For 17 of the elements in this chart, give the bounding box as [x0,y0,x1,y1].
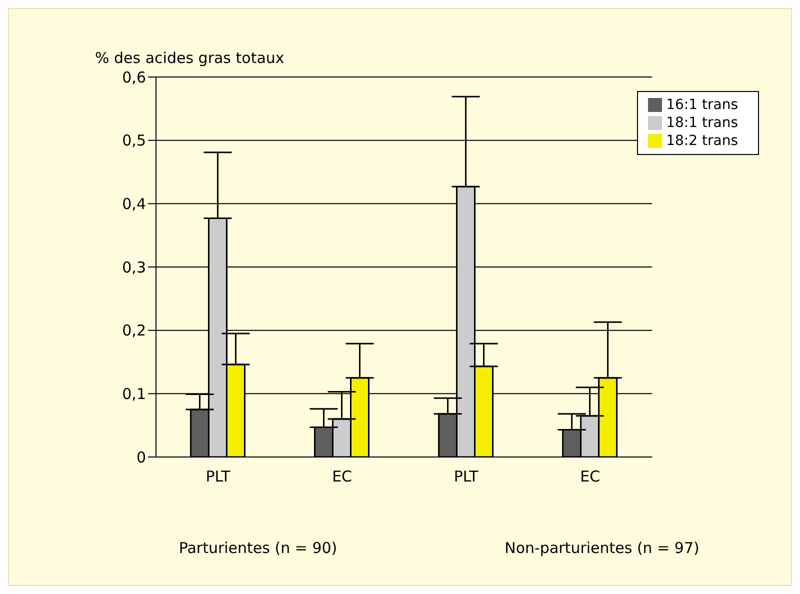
text: Non-parturientes (n = 97) [504,539,700,557]
y-tick-label: 0,3 [122,258,146,276]
y-tick-label: 0,1 [122,384,146,403]
y-tick-label: 0 [136,448,146,466]
x-tick-label: PLT [454,468,480,486]
y-tick-label: 0,4 [122,194,146,213]
y-tick-label: 0,5 [122,132,146,150]
y-tick-label: 0,6 [122,68,146,86]
y-tick-label: 0,2 [122,322,146,340]
legend-label: 18:1 trans [666,115,738,131]
legend-label: 18:2 trans [666,133,738,149]
text: Parturientes (n = 90) [178,539,338,557]
y-axis-title: % des acides gras totaux [95,49,284,67]
x-tick-label: EC [580,468,600,486]
legend-label: 16:1 trans [666,97,738,113]
x-tick-label: PLT [206,468,232,486]
x-tick-label: EC [332,468,352,486]
